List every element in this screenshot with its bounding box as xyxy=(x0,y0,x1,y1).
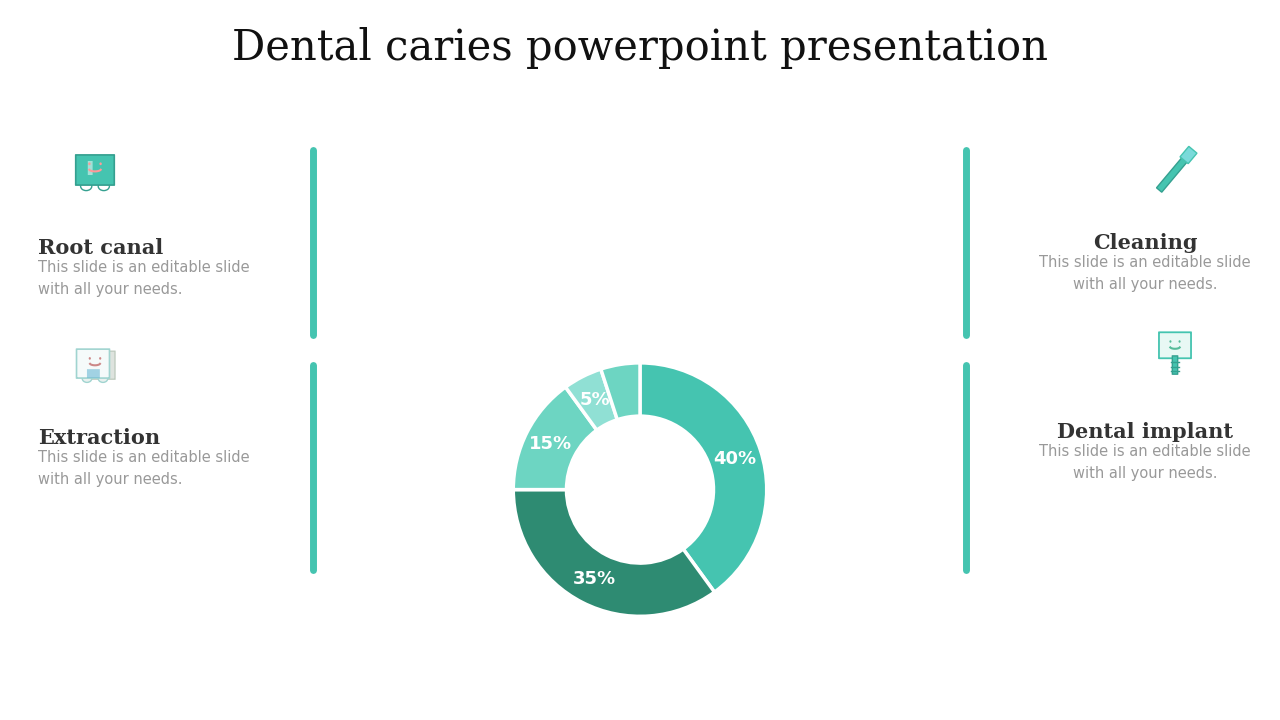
Text: 35%: 35% xyxy=(573,570,616,588)
Ellipse shape xyxy=(82,374,92,382)
Text: Dental caries powerpoint presentation: Dental caries powerpoint presentation xyxy=(232,27,1048,69)
Text: 5%: 5% xyxy=(580,392,609,410)
Ellipse shape xyxy=(1170,341,1171,343)
FancyBboxPatch shape xyxy=(76,155,114,185)
Ellipse shape xyxy=(99,357,101,360)
Ellipse shape xyxy=(81,182,92,191)
Polygon shape xyxy=(1157,150,1193,192)
Ellipse shape xyxy=(88,163,91,165)
Ellipse shape xyxy=(99,374,108,382)
Ellipse shape xyxy=(100,163,102,165)
Wedge shape xyxy=(600,363,640,420)
Text: Cleaning: Cleaning xyxy=(1093,233,1197,253)
FancyBboxPatch shape xyxy=(88,161,92,175)
Text: This slide is an editable slide
with all your needs.: This slide is an editable slide with all… xyxy=(38,260,250,297)
Polygon shape xyxy=(1180,146,1197,163)
FancyBboxPatch shape xyxy=(1172,356,1178,374)
Text: Root canal: Root canal xyxy=(38,238,164,258)
Text: 15%: 15% xyxy=(529,435,572,453)
Wedge shape xyxy=(513,490,714,616)
FancyBboxPatch shape xyxy=(87,369,100,378)
Text: 40%: 40% xyxy=(714,450,756,468)
Ellipse shape xyxy=(1179,341,1180,343)
FancyBboxPatch shape xyxy=(77,349,110,378)
Text: This slide is an editable slide
with all your needs.: This slide is an editable slide with all… xyxy=(1039,255,1251,292)
Wedge shape xyxy=(566,369,617,430)
Text: This slide is an editable slide
with all your needs.: This slide is an editable slide with all… xyxy=(38,450,250,487)
Ellipse shape xyxy=(99,182,109,191)
Text: Dental implant: Dental implant xyxy=(1057,422,1233,442)
Ellipse shape xyxy=(88,357,91,360)
Text: This slide is an editable slide
with all your needs.: This slide is an editable slide with all… xyxy=(1039,444,1251,481)
Text: Extraction: Extraction xyxy=(38,428,160,448)
FancyBboxPatch shape xyxy=(84,351,115,379)
FancyBboxPatch shape xyxy=(1158,333,1190,359)
Wedge shape xyxy=(513,387,596,490)
Wedge shape xyxy=(640,363,767,592)
